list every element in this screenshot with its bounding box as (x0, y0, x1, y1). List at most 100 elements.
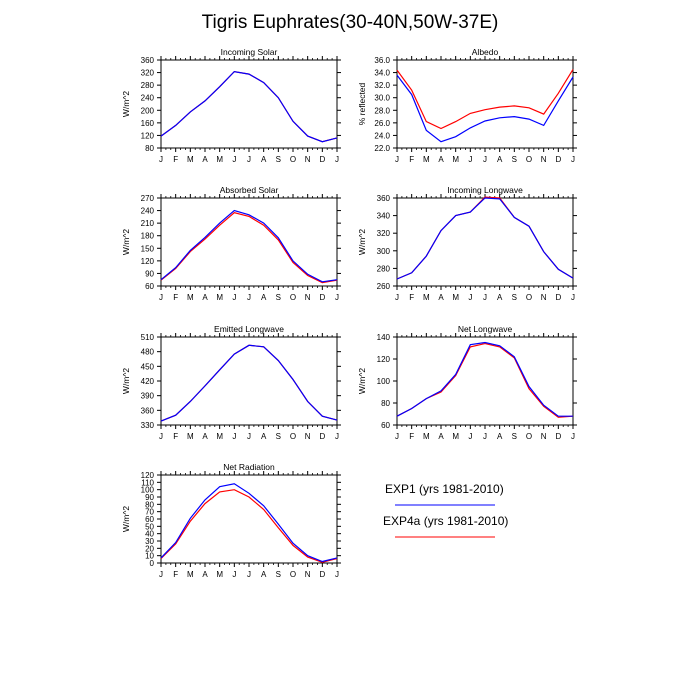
x-tick-label: O (290, 293, 296, 302)
series-line-exp4a (160, 489, 338, 563)
y-tick-label: 180 (141, 232, 155, 241)
x-tick-label: D (555, 293, 561, 302)
x-tick-label: A (497, 293, 503, 302)
y-axis-label: W/m^2 (121, 368, 131, 394)
y-tick-label: 0 (150, 559, 155, 568)
y-tick-label: 160 (141, 119, 155, 128)
y-tick-label: 26.0 (374, 119, 390, 128)
y-tick-label: 150 (141, 244, 155, 253)
y-axis-label: W/m^2 (121, 506, 131, 532)
y-axis-label: W/m^2 (121, 91, 131, 117)
x-tick-label: M (423, 432, 430, 441)
y-tick-label: 70 (145, 508, 154, 517)
x-tick-label: D (319, 570, 325, 579)
y-axis-label: W/m^2 (357, 229, 367, 255)
x-tick-label: A (261, 155, 267, 164)
legend-label-exp1: EXP1 (yrs 1981-2010) (385, 482, 504, 496)
series-line-exp1 (396, 197, 574, 280)
plot-frame (160, 197, 338, 287)
x-tick-label: J (571, 293, 575, 302)
plot-frame (396, 59, 574, 149)
page-title: Tigris Euphrates(30-40N,50W-37E) (201, 12, 499, 33)
y-tick-label: 450 (141, 362, 155, 371)
chart-title: Incoming Longwave (447, 185, 523, 195)
y-tick-label: 360 (377, 194, 391, 203)
x-tick-label: M (187, 432, 194, 441)
series-line-exp4a (396, 69, 574, 130)
x-tick-label: J (395, 293, 399, 302)
y-tick-label: 50 (145, 522, 154, 531)
x-tick-label: M (187, 293, 194, 302)
series-line-exp1 (396, 74, 574, 143)
x-tick-label: M (216, 432, 223, 441)
x-tick-label: O (290, 155, 296, 164)
legend-entry-exp1: EXP1 (yrs 1981-2010) (385, 482, 504, 496)
x-tick-label: A (438, 432, 444, 441)
x-tick-label: F (173, 293, 178, 302)
y-tick-label: 280 (141, 81, 155, 90)
x-tick-label: J (159, 432, 163, 441)
series-line-exp4a (160, 212, 338, 284)
y-tick-label: 240 (141, 94, 155, 103)
x-tick-label: J (247, 432, 251, 441)
x-tick-label: M (216, 155, 223, 164)
y-tick-label: 300 (377, 247, 391, 256)
plot-frame (160, 59, 338, 149)
y-tick-label: 360 (141, 56, 155, 65)
x-tick-label: D (319, 155, 325, 164)
x-tick-label: D (319, 293, 325, 302)
x-tick-label: J (468, 155, 472, 164)
y-tick-label: 28.0 (374, 106, 390, 115)
y-tick-label: 120 (377, 355, 391, 364)
series-line-exp4a (160, 70, 338, 143)
y-tick-label: 34.0 (374, 69, 390, 78)
legend-label-exp4a: EXP4a (yrs 1981-2010) (383, 514, 509, 528)
y-tick-label: 100 (141, 486, 155, 495)
series-line-exp4a (396, 196, 574, 280)
y-tick-label: 480 (141, 348, 155, 357)
y-tick-label: 22.0 (374, 144, 390, 153)
plot-frame (160, 336, 338, 426)
x-tick-label: S (276, 570, 281, 579)
plot-frame (396, 197, 574, 287)
x-tick-label: M (452, 432, 459, 441)
x-tick-label: A (202, 432, 208, 441)
x-tick-label: J (483, 293, 487, 302)
x-tick-label: S (512, 155, 517, 164)
chart-absorbed-solar: Absorbed Solar W/m^2 60 90 120 150 180 210 240 27… (121, 185, 341, 302)
x-tick-label: J (483, 432, 487, 441)
x-tick-label: N (541, 293, 547, 302)
chart-incoming-solar: Incoming Solar W/m^2 80 120 160 200 240 280 320 3… (121, 47, 341, 164)
chart-emitted-longwave: Emitted Longwave W/m^2 330 360 390 420 450 480 5… (121, 324, 341, 441)
x-tick-label: J (335, 155, 339, 164)
y-tick-label: 24.0 (374, 131, 390, 140)
x-tick-label: A (497, 155, 503, 164)
x-tick-label: A (202, 293, 208, 302)
x-tick-label: N (305, 432, 311, 441)
y-tick-label: 60 (145, 515, 154, 524)
x-tick-label: S (512, 432, 517, 441)
x-tick-label: J (395, 155, 399, 164)
x-tick-label: M (187, 155, 194, 164)
y-tick-label: 80 (145, 500, 154, 509)
x-tick-label: M (216, 570, 223, 579)
x-tick-label: J (232, 570, 236, 579)
x-tick-label: J (395, 432, 399, 441)
x-tick-label: J (232, 155, 236, 164)
x-tick-label: A (261, 432, 267, 441)
y-tick-label: 80 (381, 399, 390, 408)
y-tick-label: 340 (377, 212, 391, 221)
chart-title: Emitted Longwave (214, 324, 284, 334)
x-tick-label: N (305, 293, 311, 302)
legend-entry-exp4a: EXP4a (yrs 1981-2010) (383, 514, 508, 528)
y-tick-label: 80 (145, 144, 154, 153)
x-tick-label: O (526, 293, 532, 302)
x-tick-label: A (261, 293, 267, 302)
x-tick-label: J (159, 155, 163, 164)
y-tick-label: 240 (141, 207, 155, 216)
y-tick-label: 60 (145, 282, 154, 291)
x-tick-label: J (159, 570, 163, 579)
y-tick-label: 110 (141, 478, 154, 487)
x-tick-label: F (173, 432, 178, 441)
